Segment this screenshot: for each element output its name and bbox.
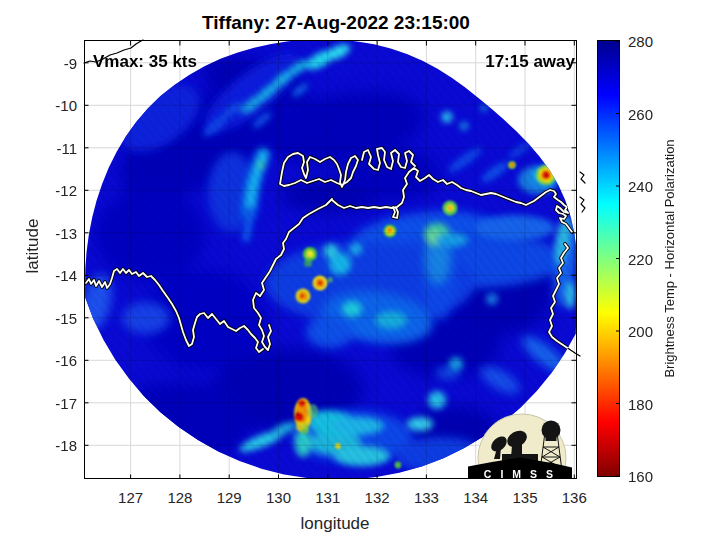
svg-text:CIMSS: CIMSS — [484, 468, 562, 480]
